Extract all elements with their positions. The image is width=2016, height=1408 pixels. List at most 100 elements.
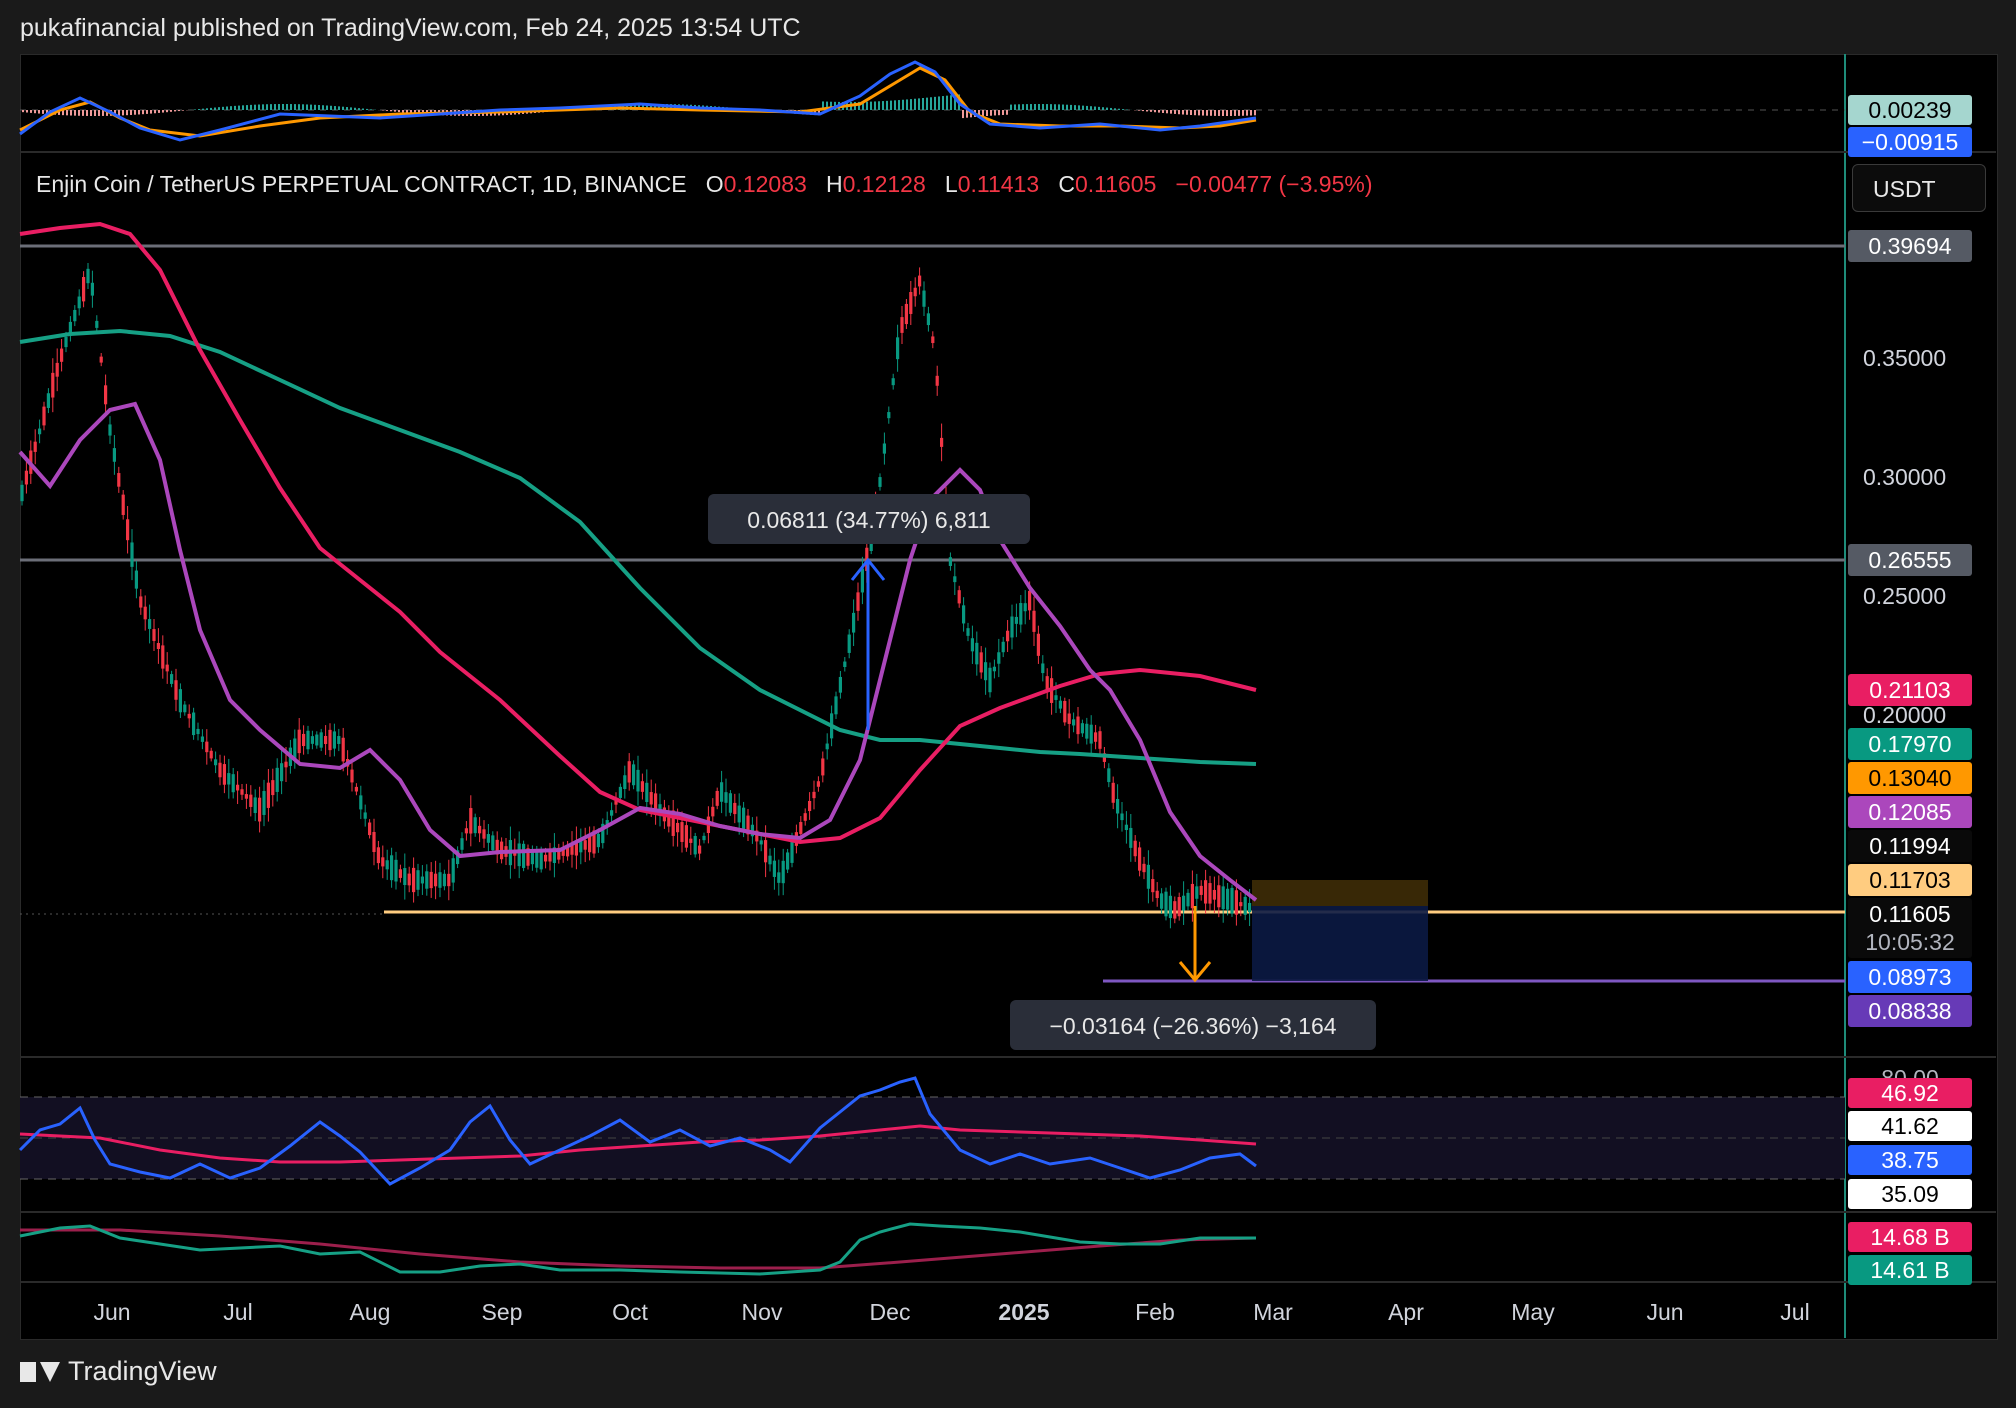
macd-histogram-bar <box>978 110 980 117</box>
candle-body <box>702 835 706 841</box>
candle-body <box>482 829 486 839</box>
candle-body <box>1151 879 1155 893</box>
macd-histogram-bar <box>102 110 104 116</box>
candle-body <box>904 303 908 325</box>
time-axis-label: Nov <box>742 1299 783 1325</box>
candle-body <box>627 761 631 783</box>
macd-histogram-bar <box>390 110 392 112</box>
axis-tag-bg <box>1848 95 1972 125</box>
candle-body <box>1006 630 1010 642</box>
candle-body <box>38 428 42 435</box>
candle-body <box>90 282 94 296</box>
candle-body <box>1243 896 1247 915</box>
symbol-legend[interactable]: Enjin Coin / TetherUS PERPETUAL CONTRACT… <box>36 171 1372 198</box>
candle-body <box>640 781 644 792</box>
candle-body <box>856 592 860 611</box>
macd-histogram-bar <box>334 106 336 110</box>
macd-histogram <box>22 94 1256 119</box>
macd-histogram-bar <box>386 110 388 111</box>
macd-histogram-bar <box>1174 110 1176 114</box>
macd-histogram-bar <box>874 101 876 110</box>
candle-body <box>121 494 125 515</box>
time-axis-label: Aug <box>350 1299 391 1325</box>
macd-histogram-bar <box>990 110 992 116</box>
candle-body <box>271 780 275 796</box>
candle-body <box>324 735 328 745</box>
macd-histogram-bar <box>1058 104 1060 110</box>
candle-body <box>240 789 244 795</box>
candle-body <box>997 652 1001 664</box>
candle-body <box>394 859 398 882</box>
candle-body <box>1199 885 1203 895</box>
macd-histogram-bar <box>1046 104 1048 110</box>
rise-measure-label-bg <box>708 494 1030 544</box>
candle-body <box>684 825 688 848</box>
candle-body <box>935 375 939 386</box>
candle-body <box>192 712 196 736</box>
axis-tag-bg <box>1848 127 1972 157</box>
tradingview-brand: TradingView <box>68 1356 217 1386</box>
macd-histogram-bar <box>134 110 136 115</box>
candle-body <box>887 412 891 419</box>
candle-body <box>368 822 372 836</box>
currency-unit-button[interactable]: USDT <box>1852 164 1986 212</box>
macd-histogram-bar <box>274 104 276 110</box>
candle-body <box>130 542 134 567</box>
macd-histogram-bar <box>1022 104 1024 110</box>
macd-histogram-bar <box>1162 110 1164 113</box>
candle-body <box>315 734 319 746</box>
macd-line <box>19 60 1257 142</box>
candle-body <box>852 612 856 633</box>
candle-body <box>1133 840 1137 857</box>
candle-body <box>33 441 37 452</box>
candlestick-series <box>20 262 1252 929</box>
macd-histogram-bar <box>302 104 304 110</box>
macd-histogram-bar <box>1154 110 1156 113</box>
macd-histogram-bar <box>158 110 160 113</box>
candle-body <box>381 857 385 867</box>
macd-histogram-bar <box>34 110 36 114</box>
macd-histogram-bar <box>1214 110 1216 116</box>
axis-tag-bg <box>1848 1145 1972 1175</box>
candle-body <box>275 767 279 792</box>
macd-histogram-bar <box>382 110 384 111</box>
candle-body <box>1080 723 1084 734</box>
candle-body <box>491 835 495 851</box>
candle-body <box>1138 847 1142 871</box>
macd-histogram-bar <box>166 110 168 113</box>
macd-histogram-bar <box>1082 105 1084 110</box>
candle-body <box>693 836 697 855</box>
macd-histogram-bar <box>150 110 152 114</box>
axis-tag-label: 0.08973 <box>1868 964 1951 990</box>
macd-histogram-bar <box>946 95 948 110</box>
axis-tag-bg <box>1848 961 1972 993</box>
candle-body <box>1085 723 1089 739</box>
candle-body <box>1067 713 1071 724</box>
macd-histogram-bar <box>826 101 828 110</box>
macd-histogram-bar <box>410 110 412 114</box>
candle-body <box>988 667 992 693</box>
axis-tag-bg <box>1848 995 1972 1027</box>
candle-body <box>1116 798 1120 814</box>
macd-histogram-bar <box>658 104 660 110</box>
drop-measure-label: −0.03164 (−26.36%) −3,164 <box>1049 1013 1336 1039</box>
candle-body <box>249 794 253 807</box>
axis-tag-bg <box>1848 230 1972 262</box>
macd-histogram-bar <box>298 104 300 110</box>
macd-histogram-bar <box>222 106 224 110</box>
macd-histogram-bar <box>266 104 268 110</box>
macd-histogram-bar <box>1090 106 1092 110</box>
macd-histogram-bar <box>214 107 216 110</box>
candle-body <box>1076 716 1080 735</box>
macd-histogram-bar <box>1038 104 1040 110</box>
macd-histogram-bar <box>194 109 196 110</box>
publisher-caption: pukafinancial published on TradingView.c… <box>20 14 801 42</box>
candle-body <box>711 806 715 817</box>
candle-body <box>306 730 310 750</box>
candle-body <box>434 873 438 887</box>
axis-tag-label: 41.62 <box>1881 1113 1939 1139</box>
candle-body <box>1248 902 1252 913</box>
candle-body <box>469 808 473 834</box>
tradingview-footer[interactable]: TradingView <box>20 1356 217 1387</box>
